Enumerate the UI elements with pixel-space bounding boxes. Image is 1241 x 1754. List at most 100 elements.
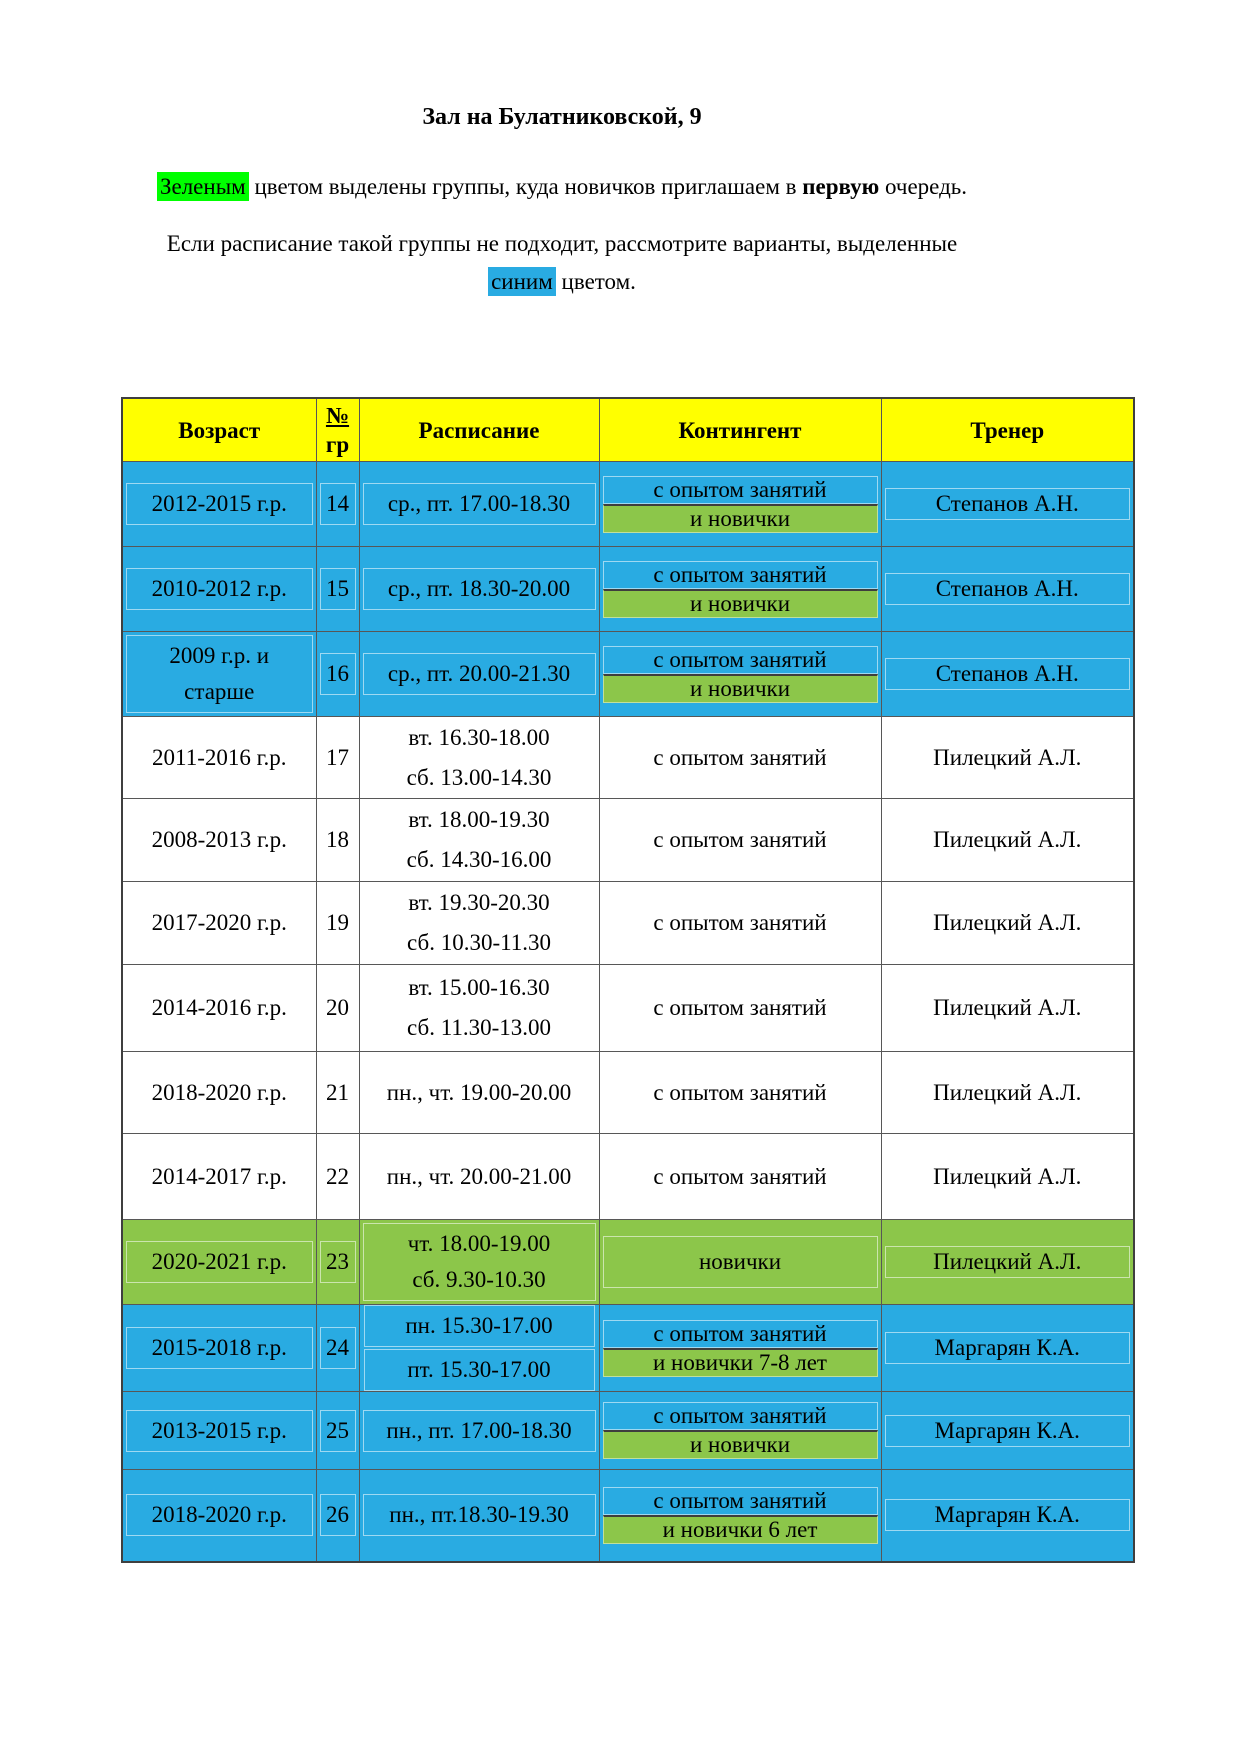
age-cell: 2014-2017 г.р. [121, 1133, 317, 1220]
contingent-experienced-box: с опытом занятий [602, 1402, 878, 1430]
age-value: 2008-2013 г.р. [152, 820, 287, 860]
age-cell: 2012-2015 г.р. [121, 461, 317, 547]
contingent-cell: с опытом занятий [598, 716, 882, 799]
schedule-cell-content: пн., чт. 20.00-21.00 [360, 1157, 599, 1197]
schedule-line: пн., чт. 19.00-20.00 [386, 1079, 572, 1105]
schedule-box: пн. 15.30-17.00 [363, 1305, 595, 1347]
schedule-cell: ср., пт. 20.00-21.30 [358, 631, 600, 717]
age-line: старше [184, 679, 255, 704]
intro-paragraph-1-end: очередь. [879, 174, 968, 199]
age-value: 2012-2015 г.р. [126, 483, 313, 525]
group-number-content: 21 [317, 1073, 359, 1113]
schedule-box: пн., пт. 17.00-18.30 [362, 1409, 596, 1452]
trainer-value: Пилецкий А.Л. [933, 1163, 1082, 1189]
trainer-value: Пилецкий А.Л. [933, 744, 1082, 770]
schedule-box: вт. 16.30-18.00 сб. 13.00-14.30 [407, 718, 552, 798]
schedule-line: сб. 13.00-14.30 [406, 764, 552, 790]
group-number-cell: 16 [315, 631, 360, 717]
age-cell-content: 2010-2012 г.р. [123, 568, 316, 610]
group-number-value: 24 [319, 1327, 356, 1369]
trainer-cell: Пилецкий А.Л. [880, 881, 1135, 965]
schedule-cell: пн., пт.18.30-19.30 [358, 1469, 600, 1562]
age-cell-content: 2018-2020 г.р. [123, 1494, 316, 1537]
group-number-value: 26 [319, 1494, 356, 1537]
trainer-cell: Маргарян К.А. [880, 1469, 1135, 1562]
trainer-content: Маргарян К.А. [882, 1414, 1134, 1447]
schedule-line: пн. 15.30-17.00 [405, 1313, 553, 1338]
schedule-cell-content: пн., пт. 17.00-18.30 [360, 1409, 599, 1452]
age-value: 2020-2021 г.р. [126, 1241, 313, 1283]
green-highlight-word: Зеленым [156, 172, 249, 201]
schedule-line: пн., чт. 20.00-21.00 [386, 1163, 572, 1189]
group-number-text: 22 [326, 1163, 349, 1189]
age-cell: 2013-2015 г.р. [121, 1391, 317, 1470]
contingent-content: новички [600, 1236, 881, 1288]
table-row: 2012-2015 г.р. 14 ср., пт. 17.00-18.30 с оп… [121, 461, 1135, 547]
trainer-content: Пилецкий А.Л. [882, 1080, 1134, 1106]
group-number-value: 18 [326, 820, 349, 860]
header-group-number-label: гр [325, 432, 350, 457]
header-group-number-symbol: № [325, 403, 350, 428]
group-number-text: 23 [326, 1249, 349, 1274]
group-number-cell: 17 [315, 716, 360, 799]
contingent-value: с опытом занятий [653, 995, 827, 1020]
schedule-line: сб. 9.30-10.30 [412, 1267, 546, 1292]
table-row: 2015-2018 г.р. 24 пн. 15.30-17.00 пт. 15.30… [121, 1304, 1135, 1392]
age-cell-content: 2017-2020 г.р. [123, 903, 316, 943]
blue-highlight-word: синим [488, 267, 556, 296]
group-number-content: 18 [317, 820, 359, 860]
trainer-value: Степанов А.Н. [884, 488, 1130, 520]
intro-text-block: Зал на Булатниковской, 9 Зеленым цветом … [98, 0, 1026, 301]
group-number-cell: 18 [315, 798, 360, 882]
table-row: 2018-2020 г.р. 21 пн., чт. 19.00-20.00 с оп… [121, 1051, 1135, 1134]
age-cell-content: 2018-2020 г.р. [123, 1073, 316, 1113]
trainer-value: Пилецкий А.Л. [933, 827, 1082, 852]
contingent-split: с опытом занятий и новички 6 лет [600, 1484, 881, 1547]
group-number-cell: 15 [315, 546, 360, 632]
trainer-cell: Пилецкий А.Л. [880, 1051, 1135, 1134]
trainer-value: Маргарян К.А. [884, 1414, 1130, 1447]
group-number-cell: 26 [315, 1469, 360, 1562]
age-cell: 2018-2020 г.р. [121, 1469, 317, 1562]
age-line: 2020-2021 г.р. [151, 1249, 287, 1274]
schedule-cell-content: чт. 18.00-19.00 сб. 9.30-10.30 [360, 1223, 599, 1301]
group-number-cell: 21 [315, 1051, 360, 1134]
contingent-value: новички [602, 1236, 878, 1288]
contingent-newbies-box: и новички 6 лет [602, 1514, 878, 1544]
contingent-content: с опытом занятий [600, 745, 881, 771]
schedule-cell: вт. 18.00-19.30 сб. 14.30-16.00 [358, 798, 600, 882]
age-cell: 2009 г.р. и старше [121, 631, 317, 717]
group-number-content: 25 [317, 1409, 359, 1452]
group-number-content: 23 [317, 1241, 359, 1283]
group-number-text: 20 [326, 995, 349, 1020]
trainer-value: Степанов А.Н. [884, 658, 1130, 690]
contingent-content: с опытом занятий [600, 995, 881, 1021]
trainer-cell: Маргарян К.А. [880, 1304, 1135, 1392]
contingent-newbies-box: и новички [602, 503, 878, 533]
schedule-box: вт. 19.30-20.30 сб. 10.30-11.30 [407, 883, 551, 963]
intro-paragraph-2-end: цветом. [555, 269, 636, 294]
schedule-line: сб. 14.30-16.00 [406, 847, 552, 872]
contingent-experienced-box: с опытом занятий [602, 475, 878, 504]
header-trainer-label: Тренер [970, 417, 1045, 443]
group-number-content: 15 [317, 568, 359, 610]
group-number-text: 21 [326, 1079, 349, 1105]
schedule-box: вт. 15.00-16.30 сб. 11.30-13.00 [407, 968, 551, 1048]
trainer-content: Пилецкий А.Л. [882, 745, 1134, 771]
contingent-newbies-box: и новички [602, 1430, 878, 1459]
schedule-cell-content: пн., чт. 19.00-20.00 [360, 1073, 599, 1113]
schedule-cell: пн., чт. 19.00-20.00 [358, 1051, 600, 1134]
group-number-content: 22 [317, 1157, 359, 1197]
schedule-cell: пн., пт. 17.00-18.30 [358, 1391, 600, 1470]
trainer-cell: Степанов А.Н. [880, 546, 1135, 632]
group-number-text: 15 [326, 576, 349, 601]
contingent-split: с опытом занятий и новички [600, 643, 881, 706]
trainer-cell: Степанов А.Н. [880, 631, 1135, 717]
group-number-cell: 23 [315, 1219, 360, 1305]
schedule-line: вт. 15.00-16.30 [408, 975, 550, 1000]
age-value: 2010-2012 г.р. [126, 568, 313, 610]
contingent-value: с опытом занятий [653, 744, 827, 770]
age-line: 2008-2013 г.р. [151, 827, 287, 852]
schedule-box: ср., пт. 18.30-20.00 [362, 568, 596, 610]
schedule-cell-content: пн., пт.18.30-19.30 [360, 1494, 599, 1537]
